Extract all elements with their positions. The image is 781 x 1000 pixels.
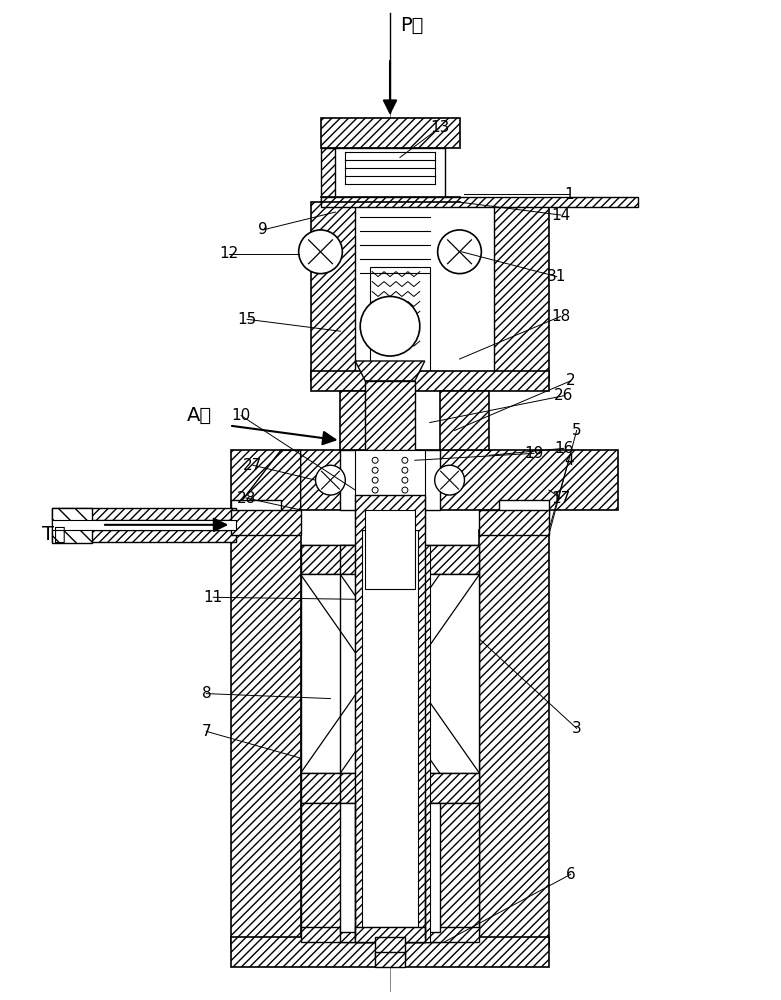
Text: 4: 4 — [564, 453, 573, 468]
Bar — [231, 937, 549, 967]
Bar — [311, 202, 390, 381]
Circle shape — [437, 230, 481, 274]
Bar — [52, 530, 236, 542]
Text: 15: 15 — [237, 312, 257, 327]
Bar — [375, 937, 405, 959]
Bar — [499, 500, 549, 515]
Text: 8: 8 — [201, 686, 211, 701]
Circle shape — [316, 465, 345, 495]
Text: 26: 26 — [554, 388, 573, 403]
Bar — [480, 530, 549, 947]
Text: 9: 9 — [258, 222, 268, 237]
Text: 13: 13 — [430, 120, 449, 135]
Text: 18: 18 — [551, 309, 570, 324]
Bar — [341, 574, 480, 773]
Bar — [425, 803, 480, 932]
Bar — [355, 927, 425, 942]
Bar — [355, 202, 494, 381]
Bar — [415, 545, 430, 942]
Text: 7: 7 — [201, 724, 211, 739]
Text: 31: 31 — [547, 269, 566, 284]
Bar — [341, 391, 390, 450]
Bar — [301, 574, 440, 773]
Bar — [355, 495, 425, 942]
Bar — [341, 773, 480, 803]
Bar — [231, 500, 281, 515]
Circle shape — [402, 467, 408, 473]
Text: A口: A口 — [187, 406, 212, 425]
Text: T口: T口 — [42, 525, 66, 544]
Bar — [311, 371, 549, 391]
Bar — [52, 508, 236, 520]
Bar — [355, 450, 425, 530]
Circle shape — [360, 296, 420, 356]
Bar — [52, 508, 92, 543]
Bar — [231, 450, 619, 510]
Circle shape — [402, 487, 408, 493]
Polygon shape — [236, 450, 301, 520]
Bar — [301, 773, 440, 803]
Bar — [440, 391, 489, 450]
Text: 27: 27 — [244, 458, 262, 473]
Text: 11: 11 — [204, 590, 223, 605]
Text: 17: 17 — [551, 491, 570, 506]
Bar — [366, 510, 415, 589]
Text: 14: 14 — [551, 208, 570, 223]
Circle shape — [402, 477, 408, 483]
Text: 16: 16 — [554, 441, 573, 456]
Circle shape — [298, 230, 342, 274]
Text: P口: P口 — [400, 16, 423, 35]
Text: 5: 5 — [572, 423, 582, 438]
Bar — [370, 267, 430, 381]
Bar — [341, 927, 480, 942]
Text: 1: 1 — [564, 187, 573, 202]
Bar — [362, 530, 418, 927]
Bar — [301, 545, 440, 574]
Text: 6: 6 — [565, 867, 576, 882]
Circle shape — [435, 465, 465, 495]
Bar — [341, 545, 480, 574]
Bar — [320, 148, 341, 202]
Bar — [469, 202, 549, 381]
Text: 28: 28 — [237, 491, 255, 506]
Bar — [320, 118, 459, 148]
Bar — [231, 530, 301, 947]
Bar — [301, 545, 355, 927]
Circle shape — [372, 487, 378, 493]
Text: 12: 12 — [219, 246, 239, 261]
Bar — [301, 803, 355, 932]
Bar — [301, 927, 440, 942]
Circle shape — [372, 467, 378, 473]
Polygon shape — [355, 361, 425, 381]
Bar — [366, 381, 415, 495]
Bar — [440, 545, 480, 927]
Bar — [420, 148, 440, 202]
Text: 3: 3 — [572, 721, 582, 736]
Text: 10: 10 — [231, 408, 251, 423]
Text: 19: 19 — [524, 446, 544, 461]
Bar — [52, 520, 236, 530]
Bar — [335, 148, 444, 202]
Bar — [375, 952, 405, 967]
Bar — [320, 197, 638, 207]
Text: 2: 2 — [566, 373, 576, 388]
Circle shape — [372, 457, 378, 463]
Bar — [480, 510, 549, 535]
Bar — [231, 510, 301, 535]
Circle shape — [372, 477, 378, 483]
Bar — [355, 545, 370, 942]
Circle shape — [402, 457, 408, 463]
Bar — [341, 803, 440, 932]
Bar — [341, 450, 440, 510]
